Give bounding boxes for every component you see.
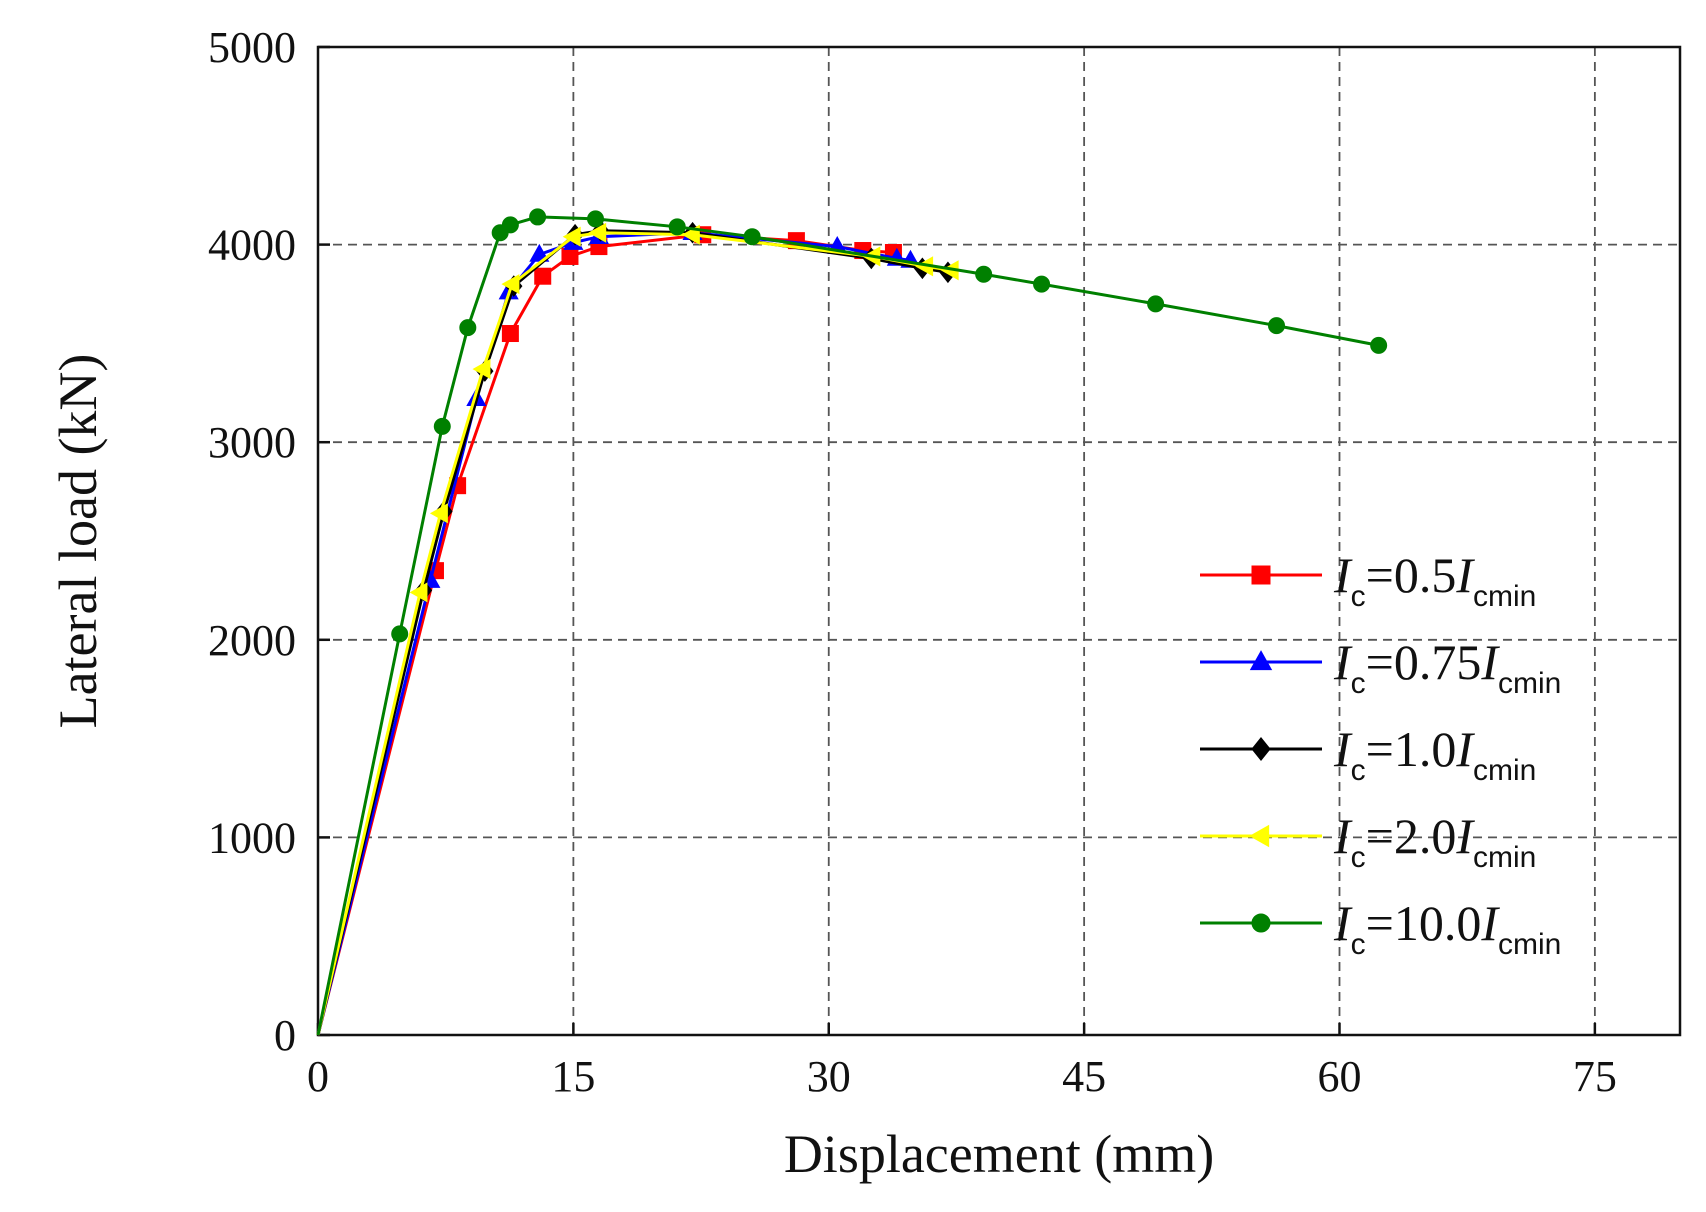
series-line xyxy=(316,229,949,1036)
legend-item-2: Ic=0.75Icmin xyxy=(1200,634,1561,700)
legend-item-4: Ic=2.0Icmin xyxy=(1200,808,1536,874)
x-axis-title: Displacement (mm) xyxy=(784,1124,1214,1184)
marker-square xyxy=(1251,565,1271,585)
marker-triangle-left xyxy=(472,359,491,380)
legend-item-1: Ic=0.5Icmin xyxy=(1200,547,1536,613)
y-tick-label: 3000 xyxy=(208,418,296,467)
marker-circle xyxy=(975,265,993,283)
marker-circle xyxy=(668,218,686,236)
x-tick-label: 75 xyxy=(1573,1052,1617,1101)
y-tick-label: 1000 xyxy=(208,813,296,862)
marker-circle xyxy=(1147,295,1165,313)
x-tick-label: 30 xyxy=(807,1052,851,1101)
marker-circle xyxy=(1370,336,1388,354)
marker-triangle-left xyxy=(1249,824,1270,848)
marker-triangle-left xyxy=(588,222,607,243)
marker-triangle-left xyxy=(429,503,448,524)
marker-circle xyxy=(587,210,605,228)
grid xyxy=(318,47,1680,1035)
marker-circle xyxy=(501,216,519,234)
marker-circle xyxy=(433,417,451,435)
marker-square xyxy=(534,267,552,285)
marker-circle xyxy=(529,208,547,226)
y-tick-label: 2000 xyxy=(208,616,296,665)
legend-label: Ic=10.0Icmin xyxy=(1333,895,1561,961)
legend: Ic=0.5Icmin Ic=0.75Icmin Ic=1.0Icmin Ic=2.0… xyxy=(1200,547,1561,961)
y-axis-title: Lateral load (kN) xyxy=(48,354,108,729)
marker-square xyxy=(501,325,519,343)
x-tick-label: 0 xyxy=(307,1052,329,1101)
marker-triangle-left xyxy=(409,582,428,603)
y-tick-label: 4000 xyxy=(208,221,296,270)
legend-item-5: Ic=10.0Icmin xyxy=(1200,895,1561,961)
series-2 xyxy=(316,222,921,1036)
marker-circle xyxy=(743,228,761,246)
series-line xyxy=(316,215,1379,1036)
y-tick-label: 5000 xyxy=(208,23,296,72)
legend-label: Ic=0.5Icmin xyxy=(1333,547,1536,613)
x-tick-label: 60 xyxy=(1318,1052,1362,1101)
marker-triangle xyxy=(1249,650,1273,671)
x-tick-label: 45 xyxy=(1062,1052,1106,1101)
marker-square xyxy=(561,247,579,265)
marker-diamond xyxy=(1251,736,1271,762)
marker-circle xyxy=(1033,275,1051,293)
plot-frame xyxy=(316,45,1682,1037)
series-layer xyxy=(316,208,1388,1036)
legend-label: Ic=2.0Icmin xyxy=(1333,808,1536,874)
x-tick-label: 15 xyxy=(551,1052,595,1101)
marker-triangle-left xyxy=(501,274,520,295)
marker-circle xyxy=(391,625,409,643)
marker-circle xyxy=(1251,913,1271,933)
legend-item-3: Ic=1.0Icmin xyxy=(1200,721,1536,787)
legend-label: Ic=0.75Icmin xyxy=(1333,634,1561,700)
y-tick-label: 0 xyxy=(274,1011,296,1060)
series-5 xyxy=(316,208,1388,1036)
marker-circle xyxy=(459,319,477,337)
legend-label: Ic=1.0Icmin xyxy=(1333,721,1536,787)
series-3 xyxy=(316,219,957,1036)
marker-circle xyxy=(1268,317,1286,335)
marker-triangle-left xyxy=(562,226,581,247)
axis-ticks: 0 15 30 45 60 75 0 1000 2000 3000 4000 5000 xyxy=(208,23,1617,1101)
